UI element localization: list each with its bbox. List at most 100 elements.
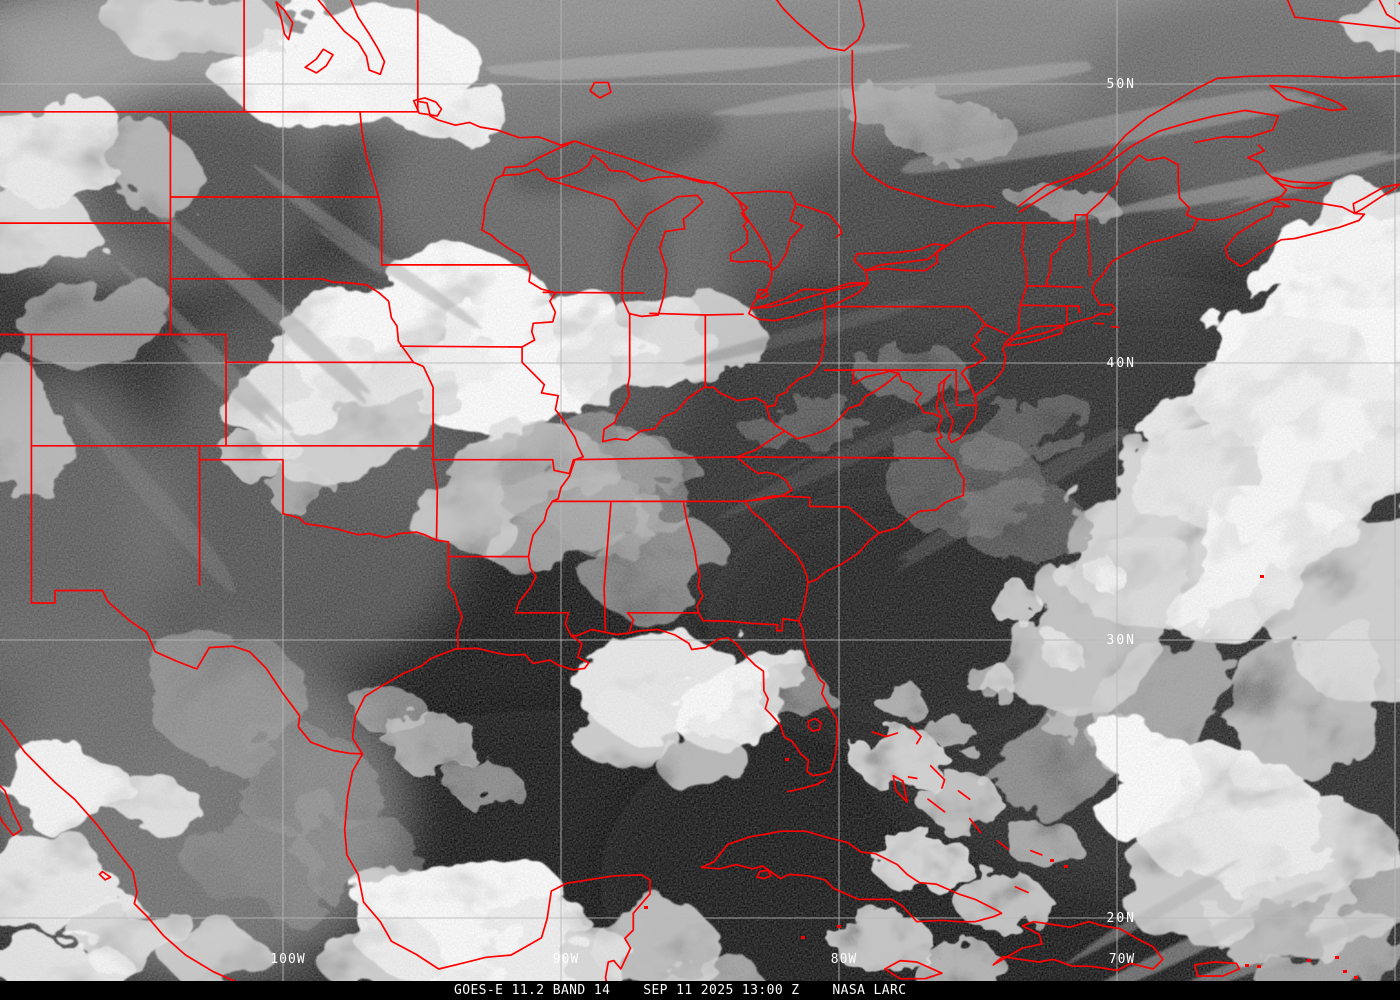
boundary-ga-fl-line: [697, 611, 800, 632]
boundary-hispaniola: [992, 920, 1164, 972]
island-dot-little-cayman: [837, 925, 841, 928]
boundary-mayaguana: [1029, 849, 1043, 856]
island-dot-bimini: [785, 758, 789, 761]
boundary-al-fl-west: [626, 611, 635, 632]
island-dot-caicos: [1050, 859, 1054, 862]
boundary-ga-sc-savannah: [745, 501, 809, 584]
lat-label-50N: 50N: [1107, 77, 1136, 92]
boundary-rio-grande: [101, 589, 364, 755]
boundary-wi-mi-border: [548, 178, 637, 230]
boundary-missouri-river-border: [378, 291, 434, 461]
boundary-lake-erie: [747, 282, 870, 322]
boundary-tx-la-sabine: [447, 540, 464, 649]
caption-bar: GOES-E 11.2 BAND 14 SEP 11 2025 13:00 Z …: [0, 981, 1400, 1000]
island-dot-st-croix: [1257, 965, 1261, 968]
boundary-lake-ontario: [853, 243, 946, 272]
lon-label-100W: 100W: [270, 952, 305, 967]
boundary-md-wv-potomac: [823, 369, 940, 418]
boundary-anticosti-island: [1269, 84, 1348, 112]
island-dot-grand-cayman: [801, 936, 805, 939]
island-dot-st-martin: [1307, 959, 1311, 962]
boundary-st-lawrence-north-shore: [1017, 74, 1400, 208]
lat-label-40N: 40N: [1107, 356, 1136, 371]
lon-label-70W: 70W: [1109, 952, 1135, 967]
boundary-sd-ne-line: [169, 277, 380, 294]
boundary-crooked-island: [996, 840, 1010, 851]
boundary-puerto-rico: [1193, 961, 1241, 977]
boundary-delaware-river: [960, 305, 987, 374]
boundary-lake-manitoba: [304, 48, 334, 74]
boundary-ms-al-line: [603, 500, 612, 632]
boundary-lake-okeechobee: [807, 717, 822, 732]
boundary-new-providence: [907, 776, 918, 780]
boundary-new-brunswick-coast: [1246, 144, 1288, 201]
boundary-georgian-bay: [795, 202, 843, 238]
latlon-label-layer: 50N 40N 30N 20N 100W 90W 80W 70W: [270, 77, 1136, 967]
island-dot-barbuda: [1335, 956, 1339, 959]
lon-label-90W: 90W: [553, 952, 579, 967]
boundary-jamaica: [884, 959, 943, 980]
boundary-florida-keys: [786, 778, 826, 793]
boundary-ri-ma-line: [1077, 305, 1081, 314]
boundary-lake-st-clair: [756, 289, 769, 300]
boundary-lake-michigan: [621, 194, 704, 318]
boundary-eleuthera: [929, 764, 946, 789]
boundary-lake-winnipeg: [317, 0, 386, 76]
boundary-grand-bahama: [871, 731, 899, 738]
boundary-ny-ma-vt-champlain: [1019, 222, 1028, 307]
boundary-mo-ar-bootheel: [432, 458, 576, 475]
caption-text: GOES-E 11.2 BAND 14 SEP 11 2025 13:00 Z …: [454, 983, 907, 998]
boundary-cape-breton: [1352, 183, 1400, 215]
boundary-us-canada-border-lakes: [0, 100, 1199, 309]
island-dot-virgin-islands: [1245, 964, 1249, 967]
lat-label-30N: 30N: [1107, 633, 1136, 648]
boundary-mississippi-river: [480, 174, 585, 614]
lon-label-80W: 80W: [831, 952, 857, 967]
boundary-wi-il-line: [542, 291, 645, 294]
boundary-lake-huron-michigan-shore: [729, 200, 774, 272]
boundary-ma-ct-ri-line: [1019, 304, 1080, 307]
boundary-al-ga-line: [682, 500, 704, 614]
island-dot-turks: [1064, 865, 1068, 868]
lat-label-20N: 20N: [1107, 911, 1136, 926]
boundary-inagua: [1014, 886, 1029, 894]
boundary-vt-nh-ct-river: [1045, 222, 1077, 288]
boundary-nd-mn-red-river: [359, 110, 380, 198]
boundary-ar-ok-west: [432, 458, 439, 542]
boundary-islas-marias: [98, 870, 112, 881]
boundary-ohio-river: [601, 343, 824, 443]
boundary-nh-me-line: [1086, 213, 1091, 277]
boundary-andros: [892, 774, 908, 803]
boundary-lake-huron-ontario-shore: [729, 190, 804, 272]
boundary-nantucket: [1110, 325, 1120, 329]
boundary-ok-tx-panhandle: [198, 458, 284, 515]
boundary-nova-scotia: [1224, 198, 1366, 268]
boundary-nc-sc-line: [751, 495, 881, 534]
boundary-st-lawrence-south-gaspe: [1018, 109, 1280, 213]
boundary-delaware-md: [955, 369, 978, 407]
boundary-wv-va-line: [783, 372, 900, 440]
boundary-red-river: [282, 512, 450, 543]
boundary-lake-superior-south: [501, 140, 718, 184]
boundary-cat-island: [957, 790, 971, 801]
boundary-cuba: [700, 830, 1003, 923]
boundary-labrador-coast: [1378, 0, 1400, 24]
boundary-lake-nipigon: [589, 81, 612, 99]
boundary-nm-bootheel: [30, 589, 104, 604]
boundary-long-island-bahamas: [968, 817, 982, 834]
boundary-mexico-pacific-coast: [0, 718, 257, 993]
boundary-prince-edward-island: [1271, 176, 1332, 190]
boundary-la-ms-31n-pearl: [514, 611, 573, 637]
boundary-exuma: [927, 798, 946, 813]
boundary-long-island: [1006, 325, 1064, 347]
boundary-lake-winnipegosis: [275, 1, 294, 41]
boundary-qc-labrador-52n: [1286, 0, 1400, 30]
boundary-abaco: [910, 726, 922, 745]
island-dot-cozumel: [644, 906, 648, 909]
boundary-isle-of-youth: [756, 869, 772, 880]
boundary-ny-ct-line: [1014, 304, 1022, 336]
